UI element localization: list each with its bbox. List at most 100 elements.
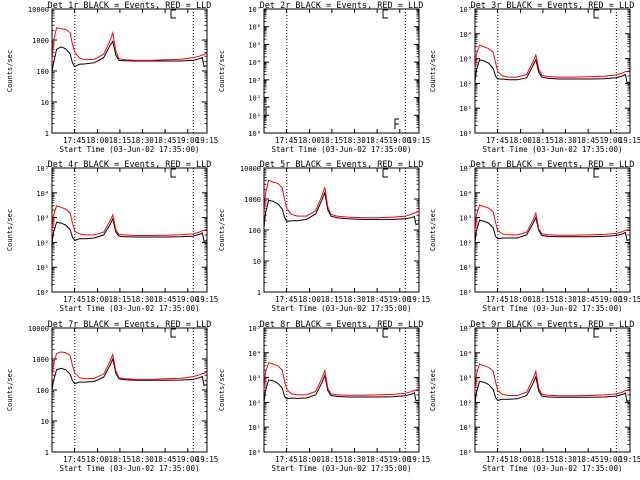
chart-title: Det 9r BLACK = Events, RED = LLD [471, 320, 635, 330]
bracket-marker-icon [170, 9, 176, 19]
x-tick-label: 18:15 [532, 455, 555, 464]
y-tick-label: 10⁴ [459, 31, 472, 39]
events-series-line [474, 374, 631, 404]
y-tick-label: 10⁶ [248, 24, 261, 32]
x-tick-label: 18:15 [321, 295, 344, 304]
y-axis-label: Counts/sec [6, 369, 14, 411]
x-tick-label: 17:45 [486, 295, 509, 304]
x-tick-label: 17:45 [275, 455, 298, 464]
x-tick-label: 18:45 [154, 136, 177, 145]
x-axis-label: Start Time (03-Jun-02 17:35:00) [60, 304, 200, 313]
y-tick-label: 1000 [32, 356, 49, 364]
y-tick-label: 10² [459, 80, 472, 88]
y-tick-label: 10³ [36, 215, 49, 223]
y-tick-label: 10⁵ [248, 325, 261, 333]
x-tick-label: 17:45 [486, 455, 509, 464]
x-tick-label: 19:00 [599, 455, 622, 464]
y-axis-label: Counts/sec [429, 209, 437, 251]
detector-panel-1: Det 1r BLACK = Events, RED = LLD Start Ti… [6, 1, 218, 154]
x-tick-label: 18:15 [109, 295, 132, 304]
detector-panel-6: Det 6r BLACK = Events, RED = LLD Start Ti… [429, 160, 640, 313]
x-tick-label: 19:15 [619, 295, 640, 304]
y-tick-label: 10000 [240, 165, 261, 173]
x-tick-label: 18:45 [154, 295, 177, 304]
y-tick-label: 10⁵ [36, 165, 49, 173]
x-axis-label: Start Time (03-Jun-02 17:35:00) [60, 145, 200, 154]
y-tick-label: 10⁴ [248, 59, 261, 67]
y-tick-label: 10⁵ [459, 6, 472, 14]
x-tick-label: 19:15 [619, 136, 640, 145]
y-tick-label: 10³ [459, 375, 472, 383]
bracket-marker-icon [593, 9, 599, 19]
lld-series-line [263, 362, 420, 396]
x-tick-label: 18:45 [154, 455, 177, 464]
events-series-line [51, 357, 208, 391]
x-tick-label: 18:30 [554, 455, 577, 464]
x-tick-label: 18:15 [532, 295, 555, 304]
y-tick-label: 10 [253, 258, 261, 266]
x-tick-label: 17:45 [63, 295, 86, 304]
lld-series-line [474, 44, 631, 78]
events-series-line [263, 373, 420, 403]
x-tick-label: 19:00 [599, 295, 622, 304]
chart-title: Det 6r BLACK = Events, RED = LLD [471, 160, 635, 170]
y-tick-label: 100 [36, 68, 49, 76]
y-tick-label: 10000 [28, 6, 49, 14]
detector-panel-5: Det 5r BLACK = Events, RED = LLD Start Ti… [218, 160, 430, 313]
y-tick-label: 1 [257, 289, 261, 297]
y-tick-label: 1 [45, 130, 49, 138]
no-data-stub [265, 106, 399, 129]
x-tick-label: 19:00 [388, 295, 411, 304]
x-tick-label: 18:00 [509, 136, 532, 145]
x-tick-label: 19:00 [176, 295, 199, 304]
x-tick-label: 18:00 [509, 295, 532, 304]
detector-panel-2: Det 2r BLACK = Events, RED = LLD Start Ti… [218, 1, 430, 154]
chart-title: Det 4r BLACK = Events, RED = LLD [48, 160, 212, 170]
y-axis-label: Counts/sec [218, 369, 226, 411]
bracket-marker-icon [382, 9, 388, 19]
y-tick-label: 10¹ [36, 264, 49, 272]
y-tick-label: 10² [248, 399, 261, 407]
y-tick-label: 10⁰ [36, 289, 49, 297]
chart-title: Det 5r BLACK = Events, RED = LLD [260, 160, 424, 170]
bracket-marker-icon [382, 328, 388, 338]
events-series-line [474, 216, 631, 243]
x-tick-label: 17:45 [63, 455, 86, 464]
y-tick-label: 10 [41, 99, 49, 107]
y-tick-label: 10² [248, 95, 261, 103]
x-tick-label: 18:30 [131, 295, 154, 304]
x-tick-label: 18:00 [298, 295, 321, 304]
detector-panel-4: Det 4r BLACK = Events, RED = LLD Start Ti… [6, 160, 218, 313]
events-series-line [474, 58, 630, 83]
y-tick-label: 100 [36, 387, 49, 395]
y-tick-label: 10² [459, 239, 472, 247]
x-tick-label: 19:15 [196, 455, 219, 464]
y-tick-label: 10 [41, 418, 49, 426]
lld-series-line [474, 204, 631, 236]
x-axis-label: Start Time (03-Jun-02 17:35:00) [272, 304, 412, 313]
detector-panel-7: Det 7r BLACK = Events, RED = LLD Start Ti… [6, 320, 218, 473]
y-tick-label: 10³ [459, 56, 472, 64]
x-tick-label: 18:45 [366, 455, 389, 464]
y-tick-label: 10⁴ [248, 350, 261, 358]
y-tick-label: 10⁴ [459, 190, 472, 198]
y-tick-label: 10⁰ [248, 449, 261, 457]
chart-title: Det 8r BLACK = Events, RED = LLD [260, 320, 424, 330]
y-axis-label: Counts/sec [218, 209, 226, 251]
x-tick-label: 18:15 [109, 136, 132, 145]
x-tick-label: 18:45 [366, 295, 389, 304]
x-tick-label: 18:45 [366, 136, 389, 145]
x-tick-label: 19:15 [196, 136, 219, 145]
y-tick-label: 10⁷ [248, 6, 261, 14]
x-tick-label: 18:15 [321, 455, 344, 464]
x-axis-label: Start Time (03-Jun-02 17:35:00) [483, 464, 623, 473]
y-axis-label: Counts/sec [218, 50, 226, 92]
x-tick-label: 18:00 [298, 455, 321, 464]
x-axis-label: Start Time (03-Jun-02 17:35:00) [483, 145, 623, 154]
x-tick-label: 19:00 [599, 136, 622, 145]
x-tick-label: 19:15 [408, 136, 431, 145]
lld-series-line [263, 179, 420, 219]
x-tick-label: 17:45 [63, 136, 86, 145]
x-tick-label: 17:45 [486, 136, 509, 145]
